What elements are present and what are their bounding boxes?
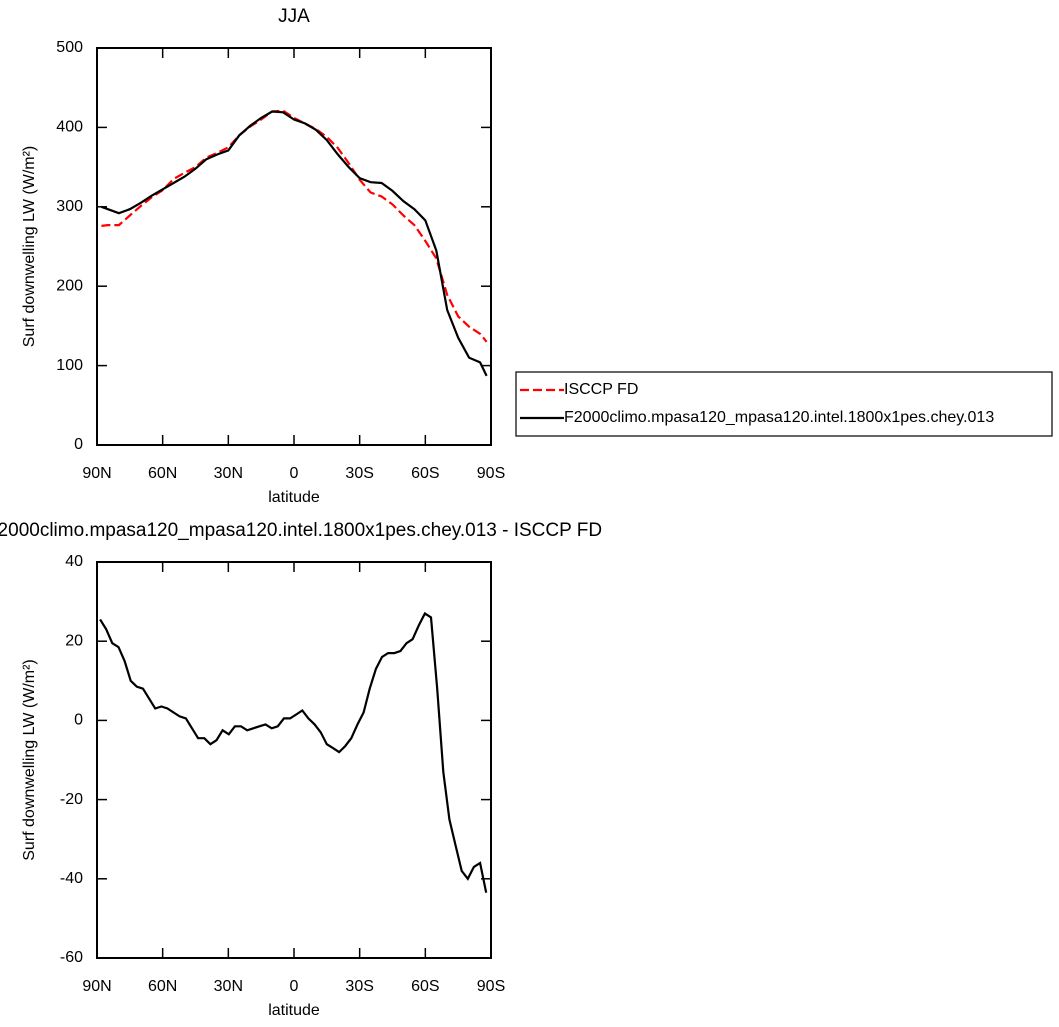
legend-label: ISCCP FD	[564, 381, 638, 398]
x-tick-label: 90S	[477, 978, 505, 995]
x-tick-label: 0	[290, 465, 299, 482]
y-tick-label: 300	[56, 198, 83, 215]
legend-frame	[515, 371, 1053, 437]
x-tick-label: 90S	[477, 465, 505, 482]
y-axis-label: Surf downwelling LW (W/m²)	[21, 146, 38, 348]
x-tick-label: 90N	[82, 465, 111, 482]
x-tick-label: 30N	[214, 978, 243, 995]
x-axis-label: latitude	[268, 1002, 320, 1019]
chart-title: F2000climo.mpasa120_mpasa120.intel.1800x…	[0, 520, 602, 541]
y-tick-label: 100	[56, 357, 83, 374]
y-tick-label: 400	[56, 119, 83, 136]
chart-title: JJA	[278, 6, 310, 27]
data-line	[101, 109, 488, 343]
y-tick-label: 200	[56, 277, 83, 294]
y-tick-label: 0	[74, 712, 83, 729]
x-tick-label: 60N	[148, 978, 177, 995]
y-tick-label: 0	[74, 436, 83, 453]
x-tick-label: 30S	[345, 978, 373, 995]
legend: ISCCP FD F2000climo.mpasa120_mpasa120.int…	[515, 371, 1053, 437]
x-tick-label: 0	[290, 978, 299, 995]
data-line	[101, 110, 488, 377]
x-tick-label: 90N	[82, 978, 111, 995]
y-tick-label: 20	[65, 632, 83, 649]
x-tick-label: 60S	[411, 978, 439, 995]
y-tick-label: -20	[60, 791, 83, 808]
y-tick-label: -40	[60, 870, 83, 887]
x-tick-label: 30S	[345, 465, 373, 482]
legend-label: F2000climo.mpasa120_mpasa120.intel.1800x…	[564, 409, 994, 426]
x-axis-label: latitude	[268, 489, 320, 506]
y-tick-label: -60	[60, 949, 83, 966]
plot-frame	[96, 47, 492, 446]
x-tick-label: 30N	[214, 465, 243, 482]
x-tick-label: 60N	[148, 465, 177, 482]
x-tick-label: 60S	[411, 465, 439, 482]
y-tick-label: 500	[56, 39, 83, 56]
y-tick-label: 40	[65, 553, 83, 570]
y-axis-label: Surf downwelling LW (W/m²)	[21, 659, 38, 861]
data-line	[99, 611, 488, 893]
